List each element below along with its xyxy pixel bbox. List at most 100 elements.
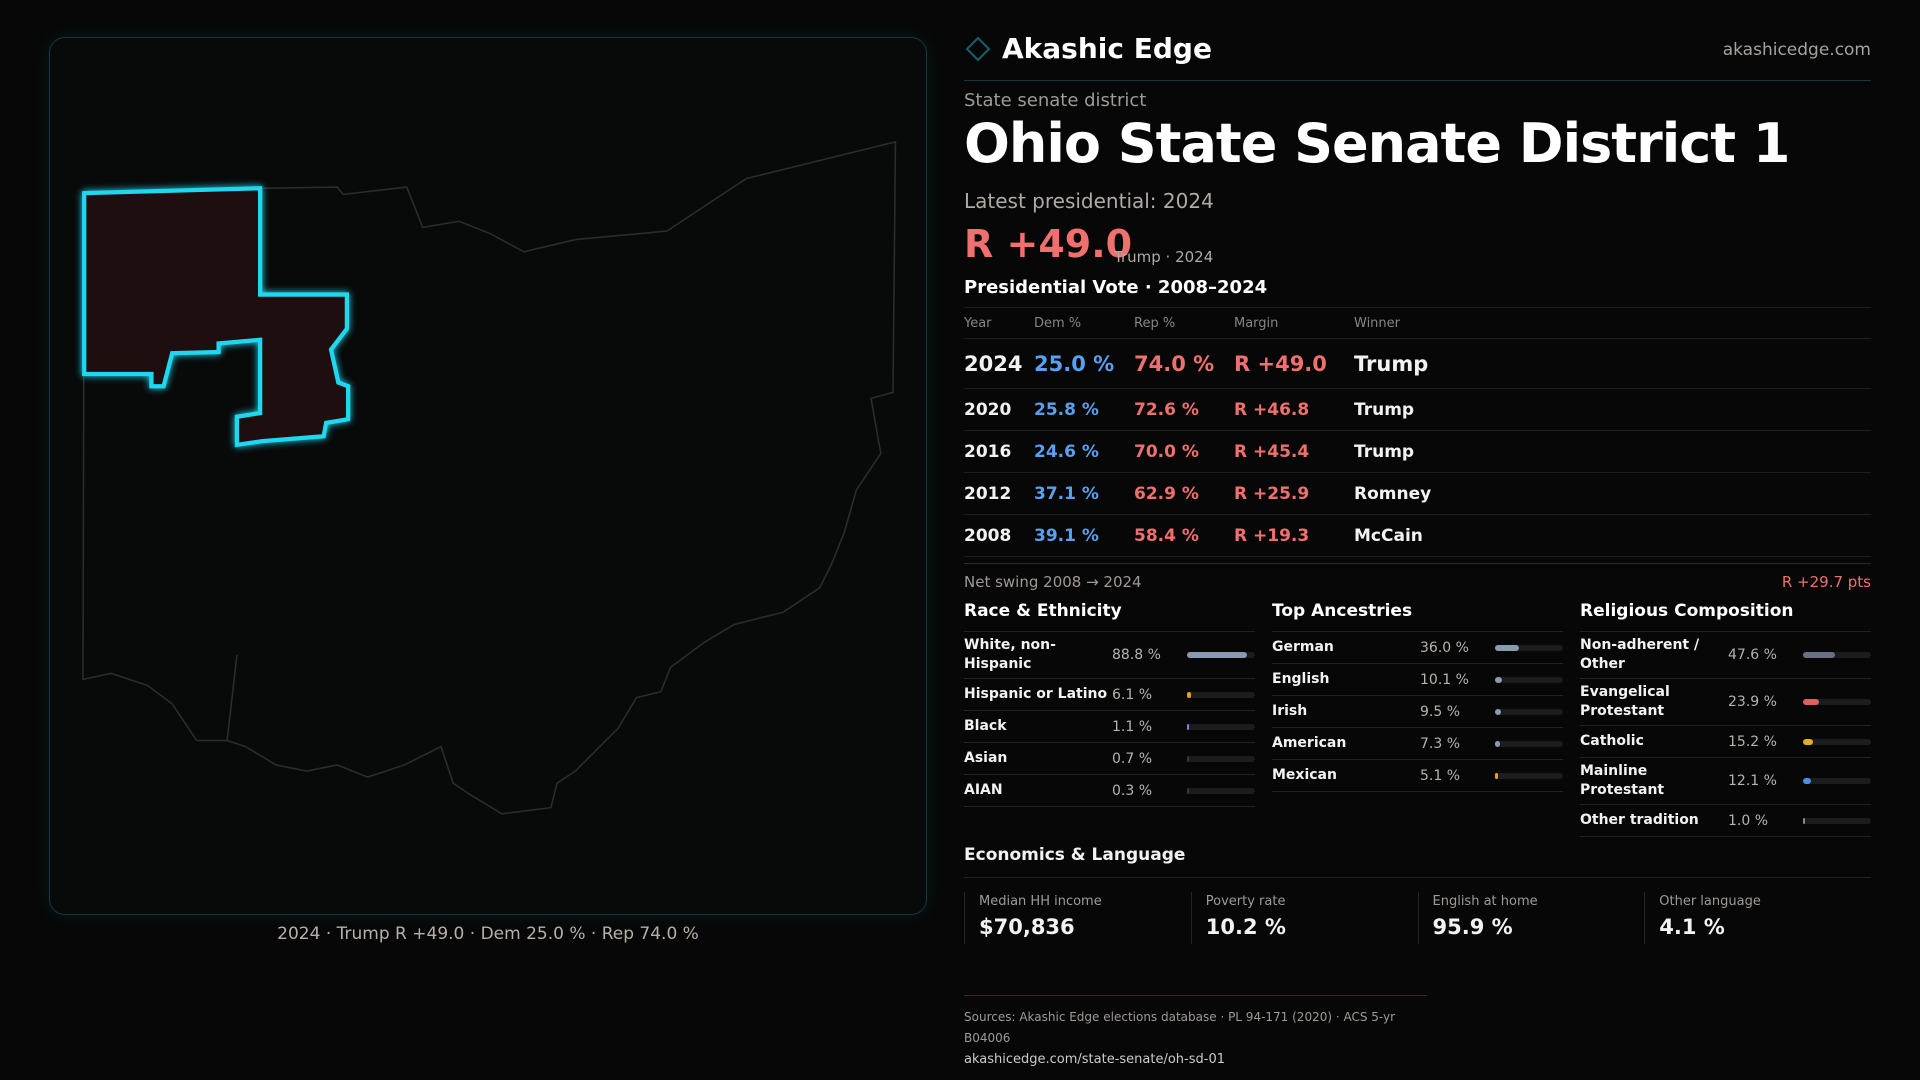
religion-bar-fill: [1803, 699, 1820, 705]
dem-cell: 37.1 %: [1034, 483, 1099, 504]
ancestry-title: Top Ancestries: [1272, 601, 1563, 632]
religion-label: Evangelical Protestant: [1580, 684, 1670, 719]
ancestry-value: 7.3 %: [1420, 735, 1461, 752]
race-bar-track: [1187, 652, 1255, 658]
ancestry-section: Top Ancestries German 36.0 % English 10.1 % I…: [1272, 601, 1563, 792]
econ-label: Other language: [1659, 894, 1761, 909]
dem-cell: 39.1 %: [1034, 525, 1099, 546]
religion-value: 23.9 %: [1728, 694, 1777, 710]
ancestry-bar-fill: [1495, 676, 1502, 683]
econ-value: $70,836: [979, 915, 1075, 939]
ancestry-row: Mexican 5.1 %: [1272, 760, 1563, 792]
religion-row: Evangelical Protestant 23.9 %: [1580, 679, 1871, 726]
econ-label: Poverty rate: [1205, 894, 1286, 909]
race-row: AIAN 0.3 %: [964, 775, 1255, 807]
ancestry-bar-track: [1495, 740, 1563, 747]
ancestry-bar-track: [1495, 644, 1563, 651]
col-winner: Winner: [1354, 315, 1401, 331]
religion-row: Catholic 15.2 %: [1580, 726, 1871, 758]
dem-cell: 25.8 %: [1034, 399, 1099, 420]
rep-cell: 74.0 %: [1134, 351, 1215, 376]
headline-margin-sub: Trump · 2024: [1114, 248, 1214, 266]
page-url[interactable]: akashicedge.com/state-senate/oh-sd-01: [964, 1052, 1225, 1067]
economics-title: Economics & Language: [964, 845, 1871, 878]
net-swing-label: Net swing 2008 → 2024: [964, 573, 1142, 591]
site-link[interactable]: akashicedge.com: [1722, 40, 1871, 60]
col-rep: Rep %: [1134, 315, 1176, 331]
sources: Sources: Akashic Edge elections database…: [964, 1010, 1396, 1045]
page-title: Ohio State Senate District 1: [964, 112, 1790, 175]
religion-bar-track: [1803, 738, 1871, 745]
religion-label: Catholic: [1580, 733, 1644, 749]
economics-section: Economics & Language Median HH income $70…: [964, 845, 1871, 944]
race-value: 0.3 %: [1112, 782, 1153, 799]
rep-cell: 58.4 %: [1134, 525, 1199, 546]
ancestry-value: 5.1 %: [1420, 767, 1461, 784]
ancestry-label: American: [1272, 735, 1347, 751]
district-map[interactable]: [49, 37, 927, 915]
year-cell: 2008: [964, 525, 1012, 546]
rep-cell: 70.0 %: [1134, 441, 1199, 462]
religion-value: 12.1 %: [1728, 773, 1777, 789]
ancestry-bar-fill: [1495, 772, 1499, 779]
table-row[interactable]: 2016 24.6 % 70.0 % R +45.4 Trump: [964, 430, 1871, 472]
ancestry-label: Mexican: [1272, 767, 1337, 783]
religion-row: Non-adherent / Other 47.6 %: [1580, 632, 1871, 679]
econ-card: Other language 4.1 %: [1644, 892, 1871, 944]
econ-card: Median HH income $70,836: [964, 892, 1191, 944]
race-value: 0.7 %: [1112, 750, 1153, 767]
margin-cell: R +45.4: [1234, 441, 1310, 462]
race-section: Race & Ethnicity White, non-Hispanic 88.8 …: [964, 601, 1255, 807]
religion-bar-track: [1803, 817, 1871, 824]
table-row[interactable]: 2024 25.0 % 74.0 % R +49.0 Trump: [964, 338, 1871, 388]
winner-cell: McCain: [1354, 525, 1423, 546]
race-bar-fill: [1187, 652, 1248, 658]
econ-value: 4.1 %: [1659, 915, 1725, 939]
econ-value: 95.9 %: [1432, 915, 1513, 939]
race-value: 88.8 %: [1112, 647, 1161, 663]
race-label: Black: [964, 718, 1007, 734]
ancestry-bar-fill: [1495, 740, 1500, 747]
brand-name: Akashic Edge: [1002, 32, 1212, 65]
district-kind: State senate district: [964, 90, 1147, 111]
ancestry-label: German: [1272, 639, 1334, 655]
table-row[interactable]: 2012 37.1 % 62.9 % R +25.9 Romney: [964, 472, 1871, 514]
race-label: Hispanic or Latino: [964, 686, 1108, 702]
religion-bar-fill: [1803, 778, 1812, 784]
race-bar-track: [1187, 723, 1255, 730]
brand[interactable]: Akashic Edge: [964, 32, 1212, 65]
year-cell: 2016: [964, 441, 1012, 462]
year-cell: 2020: [964, 399, 1012, 420]
race-bar-fill: [1187, 755, 1189, 762]
race-label: AIAN: [964, 782, 1003, 798]
race-bar-fill: [1187, 723, 1189, 730]
econ-label: English at home: [1432, 894, 1538, 909]
rep-cell: 72.6 %: [1134, 399, 1199, 420]
race-bar-track: [1187, 787, 1255, 794]
race-title: Race & Ethnicity: [964, 601, 1255, 632]
race-label: White, non-Hispanic: [964, 637, 1056, 672]
religion-bar-track: [1803, 778, 1871, 784]
religion-value: 15.2 %: [1728, 733, 1777, 750]
pres-vote-table: Year Dem % Rep % Margin Winner 2024 25.0 …: [964, 307, 1871, 557]
district-boundary[interactable]: [82, 186, 351, 448]
winner-cell: Trump: [1354, 441, 1415, 462]
religion-bar-fill: [1803, 817, 1805, 824]
table-row[interactable]: 2020 25.8 % 72.6 % R +46.8 Trump: [964, 388, 1871, 430]
year-cell: 2024: [964, 351, 1023, 376]
col-year: Year: [964, 315, 992, 331]
religion-title: Religious Composition: [1580, 601, 1871, 632]
year-cell: 2012: [964, 483, 1012, 504]
race-label: Asian: [964, 750, 1008, 766]
religion-row: Other tradition 1.0 %: [1580, 805, 1871, 837]
ancestry-bar-fill: [1495, 644, 1520, 651]
table-row[interactable]: 2008 39.1 % 58.4 % R +19.3 McCain: [964, 514, 1871, 556]
map-caption: 2024 · Trump R +49.0 · Dem 25.0 % · Rep …: [277, 924, 699, 944]
ancestry-bar-track: [1495, 708, 1563, 715]
rep-cell: 62.9 %: [1134, 483, 1199, 504]
religion-section: Religious Composition Non-adherent / Othe…: [1580, 601, 1871, 837]
ancestry-row: Irish 9.5 %: [1272, 696, 1563, 728]
religion-value: 47.6 %: [1728, 647, 1777, 663]
margin-cell: R +49.0: [1234, 351, 1327, 376]
econ-card: English at home 95.9 %: [1417, 892, 1645, 944]
